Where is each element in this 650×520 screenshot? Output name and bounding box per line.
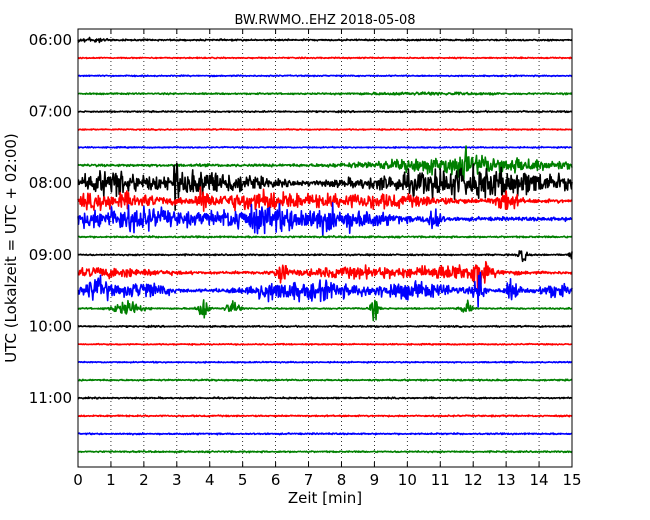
trace-1015	[77, 342, 573, 346]
x-tick-label: 4	[205, 471, 215, 489]
trace-0830	[77, 201, 573, 237]
x-tick-label: 6	[271, 471, 281, 489]
trace-0900	[77, 250, 573, 263]
x-tick-label: 12	[464, 471, 483, 489]
x-tick-label: 2	[139, 471, 149, 489]
trace-0730	[77, 145, 573, 149]
trace-1130	[77, 432, 573, 436]
y-tick-label: 09:00	[29, 246, 72, 264]
trace-0630	[77, 74, 573, 78]
trace-1045	[77, 378, 573, 382]
trace-0800	[77, 162, 573, 211]
trace-0945	[77, 299, 573, 322]
trace-1145	[77, 449, 573, 454]
x-tick-label: 7	[304, 471, 314, 489]
trace-0615	[77, 56, 573, 60]
y-tick-label: 11:00	[29, 389, 72, 407]
x-tick-label: 14	[530, 471, 549, 489]
trace-1100	[77, 396, 573, 400]
x-tick-label: 11	[431, 471, 450, 489]
trace-1030	[77, 360, 573, 364]
x-tick-label: 0	[73, 471, 83, 489]
axis-ticks: 0 1 2 3 4 5 6 7 8 9 10 11 12 13 14 1506:0007:0008:0009:…	[29, 29, 582, 489]
trace-1115	[77, 414, 573, 418]
trace-0915	[77, 260, 573, 290]
trace-1000	[77, 324, 573, 329]
plot-frame	[77, 28, 573, 468]
x-axis-label: Zeit [min]	[288, 489, 362, 507]
y-tick-label: 10:00	[29, 317, 72, 335]
trace-0600	[77, 36, 573, 44]
trace-0715	[77, 127, 573, 132]
y-tick-label: 06:00	[29, 31, 72, 49]
traces	[77, 36, 573, 454]
x-tick-label: 9	[370, 471, 380, 489]
x-tick-label: 1	[106, 471, 116, 489]
chart-title: BW.RWMO..EHZ 2018-05-08	[234, 13, 415, 28]
trace-0930	[77, 271, 573, 308]
trace-0845	[77, 234, 573, 239]
trace-0815	[77, 186, 573, 212]
trace-0645	[77, 91, 573, 96]
x-tick-label: 13	[497, 471, 516, 489]
y-axis-label: UTC (Lokalzeit = UTC + 02:00)	[2, 133, 20, 363]
y-tick-label: 08:00	[29, 174, 72, 192]
x-tick-label: 5	[238, 471, 248, 489]
trace-0700	[77, 109, 573, 114]
x-tick-label: 10	[398, 471, 417, 489]
x-tick-label: 15	[562, 471, 581, 489]
x-tick-label: 8	[337, 471, 347, 489]
x-tick-label: 3	[172, 471, 182, 489]
y-tick-label: 07:00	[29, 103, 72, 121]
trace-0745	[77, 145, 573, 181]
